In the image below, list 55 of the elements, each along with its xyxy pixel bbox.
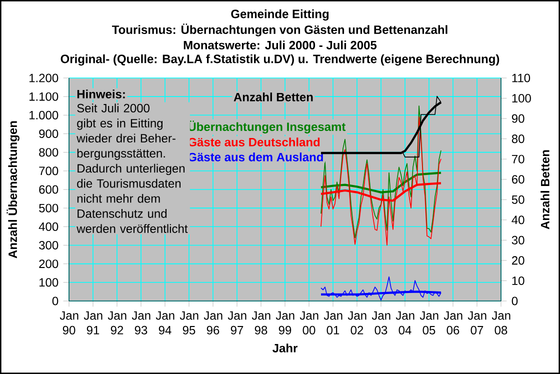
x-tick-label: Jan 01 (324, 311, 342, 334)
y-tick-label: 700 (39, 166, 58, 176)
y2-tick-label: 0 (512, 296, 518, 306)
y-tick-label: 200 (39, 260, 58, 268)
y-tick-label: 1.200 (30, 74, 58, 82)
x-tick-label: Jan 91 (84, 311, 102, 334)
y-tick-label: 1.000 (30, 110, 58, 120)
y-tick-label: 1.100 (30, 92, 58, 101)
y2-tick-label: 90 (512, 114, 524, 123)
y2-tick-label: 80 (512, 134, 524, 144)
x-tick-label: Jan 93 (132, 311, 150, 334)
x-tick-label: Jan 05 (420, 311, 438, 334)
x-tick-label: Jan 08 (492, 311, 510, 334)
text: Seit Juli 2000 gibt es in Eitting wieder drei Beher-bergungsstätten. Dadurch unterliegen die Tourismusdaten nicht mehr dem Datenschutz und werden veröffentlicht (76, 104, 188, 233)
y2-tick-label: 20 (512, 256, 524, 265)
x-tick-label: Jan 99 (276, 311, 294, 334)
y2-tick-label: 50 (512, 195, 524, 204)
x-tick-label: Jan 07 (468, 311, 486, 334)
x-axis-title: Jahr (272, 344, 298, 352)
y2-tick-label: 60 (512, 175, 524, 184)
y-tick-label: 800 (39, 148, 58, 157)
y2-tick-label: 40 (512, 216, 524, 224)
x-tick-label: Jan 95 (180, 311, 198, 334)
x-tick-label: Jan 04 (396, 311, 414, 334)
chart-subtitle: Tourismus: Übernachtungen von Gästen und Bettenanzahl (112, 24, 448, 36)
y2-axis-title: Anzahl Betten (540, 150, 550, 230)
x-tick-label: Jan 02 (348, 311, 366, 334)
x-tick-label: Jan 90 (60, 311, 78, 334)
y2-tick-label: 10 (512, 276, 524, 285)
annotation: Hinweis: (77, 90, 125, 98)
x-tick-label: Jan 94 (156, 311, 174, 334)
series-label: Übernachtungen Insgesamt (188, 120, 346, 134)
y2-tick-label: 30 (512, 236, 524, 244)
y-tick-label: 600 (39, 185, 58, 194)
x-tick-label: Jan 97 (228, 311, 246, 334)
y-tick-label: 100 (40, 278, 58, 287)
x-tick-label: Jan 06 (444, 311, 462, 334)
y-tick-label: 500 (39, 204, 58, 212)
y-tick-label: 400 (38, 222, 58, 231)
chart-title: Gemeinde Eitting (231, 9, 329, 21)
x-tick-label: Jan 98 (252, 311, 270, 334)
y2-tick-label: 100 (512, 94, 531, 103)
y-tick-label: 300 (39, 240, 58, 250)
x-tick-label: Jan 00 (300, 311, 318, 334)
y-tick-label: 900 (39, 129, 58, 138)
text: Monatswerte: Juli 2000 - Juli 2005 (184, 40, 377, 50)
y-tick-label: 0 (52, 296, 58, 306)
text: Original- (Quelle: Bay.LA f.Statistik u.DV) u. Trendwerte (eigene Berechnung) (60, 54, 500, 66)
x-tick-label: Jan 92 (108, 311, 126, 334)
x-tick-label: Jan 03 (372, 311, 390, 334)
x-tick-label: Jan 96 (204, 311, 222, 334)
y-axis-title: Anzahl Übernachtungen (6, 121, 20, 258)
text: Anzahl Betten (234, 92, 313, 102)
y2-tick-label: 70 (512, 154, 524, 164)
y2-tick-label: 110 (512, 74, 530, 82)
